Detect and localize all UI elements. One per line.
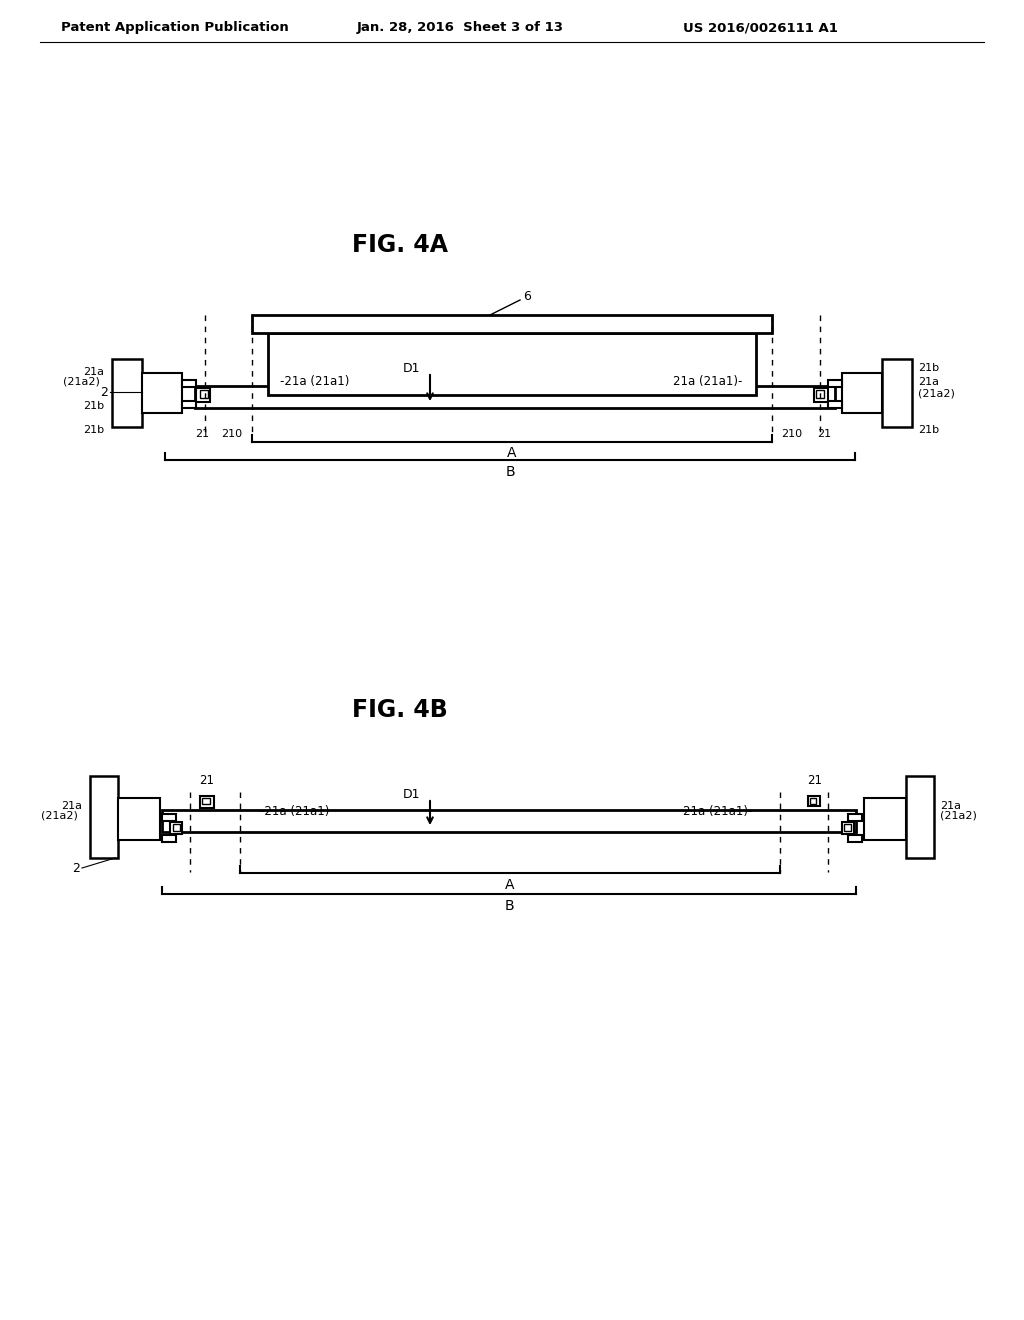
Bar bbox=[882, 359, 912, 426]
Bar bbox=[162, 836, 176, 842]
Bar bbox=[195, 385, 835, 408]
Text: 21: 21 bbox=[808, 774, 822, 787]
Bar bbox=[162, 810, 856, 832]
Bar bbox=[848, 836, 862, 842]
Text: 210: 210 bbox=[221, 429, 243, 440]
Text: 21: 21 bbox=[200, 774, 214, 787]
Text: A: A bbox=[505, 878, 515, 892]
Text: 2: 2 bbox=[72, 862, 80, 874]
Text: 2: 2 bbox=[100, 385, 108, 399]
Text: FIG. 4B: FIG. 4B bbox=[352, 698, 447, 722]
Bar bbox=[842, 822, 854, 834]
Text: FIG. 4A: FIG. 4A bbox=[352, 234, 449, 257]
Bar bbox=[196, 388, 210, 403]
Text: -21a (21a1): -21a (21a1) bbox=[280, 375, 349, 388]
Text: 21a (21a1)-: 21a (21a1)- bbox=[673, 375, 742, 388]
Text: 21: 21 bbox=[817, 429, 831, 440]
Bar bbox=[162, 814, 176, 821]
Bar bbox=[906, 776, 934, 858]
Text: B: B bbox=[504, 899, 514, 913]
Bar bbox=[828, 401, 842, 408]
Text: Patent Application Publication: Patent Application Publication bbox=[61, 21, 289, 34]
Text: 21a: 21a bbox=[940, 801, 961, 810]
Bar bbox=[252, 315, 772, 333]
Text: 21a: 21a bbox=[61, 801, 82, 810]
Text: (21a2): (21a2) bbox=[918, 389, 954, 399]
Bar bbox=[200, 389, 208, 399]
Text: 21b: 21b bbox=[83, 401, 104, 411]
Text: 21b: 21b bbox=[83, 425, 104, 436]
Text: (21a2): (21a2) bbox=[63, 378, 100, 387]
Text: B: B bbox=[505, 465, 515, 479]
Text: D1: D1 bbox=[403, 788, 421, 800]
Bar bbox=[814, 388, 828, 403]
Text: A: A bbox=[507, 446, 517, 459]
Text: (21a2): (21a2) bbox=[940, 810, 977, 821]
Text: US 2016/0026111 A1: US 2016/0026111 A1 bbox=[683, 21, 838, 34]
Text: 21a (21a1)-: 21a (21a1)- bbox=[683, 805, 752, 818]
Text: 21: 21 bbox=[195, 429, 209, 440]
Bar bbox=[202, 799, 210, 804]
Text: 21a: 21a bbox=[83, 367, 104, 378]
Bar bbox=[142, 374, 182, 413]
Text: 6: 6 bbox=[523, 289, 530, 302]
Text: Jan. 28, 2016  Sheet 3 of 13: Jan. 28, 2016 Sheet 3 of 13 bbox=[356, 21, 563, 34]
Bar bbox=[182, 401, 196, 408]
Bar bbox=[816, 389, 824, 399]
Bar bbox=[848, 814, 862, 821]
Text: 21b: 21b bbox=[918, 363, 939, 374]
Bar bbox=[828, 380, 842, 387]
Bar bbox=[842, 374, 882, 413]
Bar bbox=[200, 796, 214, 808]
Bar bbox=[844, 824, 851, 832]
Bar bbox=[173, 824, 180, 832]
Bar bbox=[170, 822, 182, 834]
Text: (21a2): (21a2) bbox=[41, 810, 78, 821]
Bar bbox=[268, 333, 756, 395]
Bar bbox=[118, 799, 160, 840]
Text: D1: D1 bbox=[403, 362, 421, 375]
Text: 21a: 21a bbox=[918, 378, 939, 387]
Text: 210: 210 bbox=[781, 429, 803, 440]
Text: 21b: 21b bbox=[918, 425, 939, 436]
Bar bbox=[182, 380, 196, 387]
Bar bbox=[864, 799, 906, 840]
Bar bbox=[90, 776, 118, 858]
Bar bbox=[808, 796, 820, 807]
Bar bbox=[810, 799, 816, 804]
Bar bbox=[112, 359, 142, 426]
Text: -21a (21a1): -21a (21a1) bbox=[260, 805, 330, 818]
